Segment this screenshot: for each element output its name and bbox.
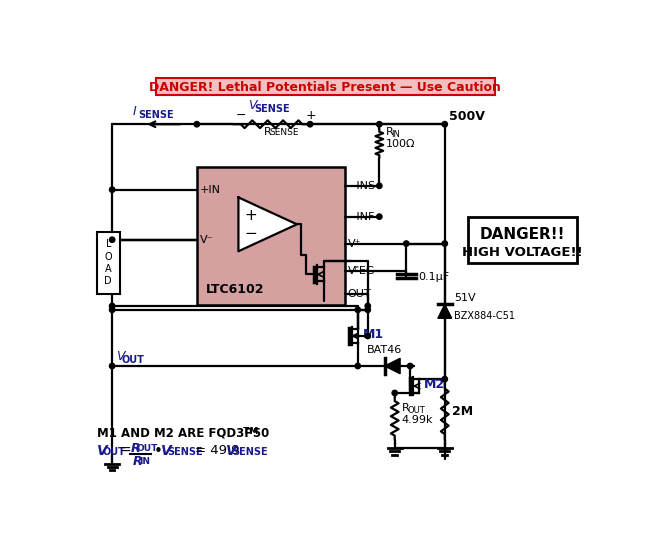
Text: +: +: [306, 109, 316, 122]
Text: 100Ω: 100Ω: [385, 139, 415, 149]
Text: OUT: OUT: [122, 355, 144, 365]
Text: M2: M2: [424, 378, 445, 391]
Text: R: R: [385, 127, 393, 137]
Text: DANGER! Lethal Potentials Present — Use Caution: DANGER! Lethal Potentials Present — Use …: [150, 81, 501, 94]
Text: I: I: [133, 105, 136, 118]
Text: SENSE: SENSE: [168, 447, 203, 457]
Circle shape: [355, 307, 361, 312]
Text: +IN: +IN: [200, 184, 221, 194]
Circle shape: [408, 363, 413, 369]
Circle shape: [307, 121, 313, 127]
Circle shape: [442, 376, 447, 382]
Text: V: V: [226, 444, 237, 458]
Text: 4.99k: 4.99k: [402, 415, 433, 425]
Text: R: R: [402, 403, 410, 413]
Circle shape: [442, 121, 447, 127]
Text: OUT: OUT: [136, 444, 158, 453]
Text: L
O
A
D: L O A D: [105, 239, 112, 286]
Text: 2M: 2M: [452, 405, 473, 418]
Bar: [97, 232, 120, 294]
Circle shape: [442, 241, 447, 247]
Circle shape: [404, 241, 409, 247]
Text: IN: IN: [391, 130, 400, 138]
Circle shape: [355, 363, 361, 369]
Text: V: V: [116, 350, 125, 363]
Text: TM: TM: [240, 427, 258, 436]
Text: −: −: [235, 109, 246, 122]
Polygon shape: [438, 304, 452, 318]
Text: SENSE: SENSE: [232, 447, 268, 457]
Text: M1: M1: [363, 328, 384, 341]
Circle shape: [365, 307, 370, 312]
Circle shape: [109, 237, 115, 243]
Text: 500V: 500V: [448, 110, 484, 122]
Text: R: R: [133, 455, 142, 468]
Circle shape: [365, 334, 370, 338]
Circle shape: [376, 214, 382, 219]
Text: SENSE: SENSE: [255, 104, 290, 114]
Circle shape: [365, 303, 370, 309]
Bar: [156, 78, 495, 95]
Text: −INS: −INS: [348, 181, 376, 191]
Text: BZX884-C51: BZX884-C51: [454, 311, 515, 321]
Circle shape: [376, 183, 382, 188]
Circle shape: [109, 303, 115, 309]
Text: VᴾEG: VᴾEG: [348, 265, 375, 275]
Text: V: V: [248, 99, 257, 112]
Text: IN: IN: [139, 457, 150, 466]
Text: V⁺: V⁺: [348, 239, 361, 249]
Circle shape: [376, 121, 382, 127]
Bar: [468, 217, 577, 263]
Text: V: V: [161, 444, 172, 458]
Bar: [197, 167, 344, 305]
Text: R: R: [264, 126, 272, 136]
Text: +: +: [244, 208, 257, 223]
Circle shape: [109, 307, 115, 312]
Text: 0.1μF: 0.1μF: [418, 271, 449, 281]
Text: V⁻: V⁻: [200, 235, 213, 245]
Text: =: =: [120, 444, 131, 458]
Text: SENSE: SENSE: [138, 110, 174, 120]
Text: •: •: [153, 444, 162, 459]
Text: OUT: OUT: [407, 406, 425, 415]
Text: SENSE: SENSE: [269, 128, 299, 137]
Text: −INF: −INF: [348, 212, 375, 222]
Circle shape: [392, 390, 397, 396]
Text: HIGH VOLTAGE!!: HIGH VOLTAGE!!: [462, 247, 583, 259]
Text: M1 AND M2 ARE FQD3P50: M1 AND M2 ARE FQD3P50: [97, 427, 269, 440]
Text: DANGER!!: DANGER!!: [480, 227, 566, 242]
Circle shape: [109, 187, 115, 192]
Text: OUT: OUT: [348, 289, 371, 299]
Text: V: V: [97, 444, 107, 458]
Text: R: R: [131, 442, 140, 455]
Text: BAT46: BAT46: [367, 345, 402, 355]
Circle shape: [194, 121, 200, 127]
Text: 51V: 51V: [454, 293, 476, 303]
Text: −: −: [244, 226, 257, 241]
Polygon shape: [239, 197, 297, 252]
Circle shape: [109, 363, 115, 369]
Text: OUT: OUT: [103, 447, 125, 457]
Text: LTC6102: LTC6102: [206, 283, 265, 296]
Polygon shape: [385, 358, 400, 374]
Text: = 49.9: = 49.9: [195, 444, 240, 457]
